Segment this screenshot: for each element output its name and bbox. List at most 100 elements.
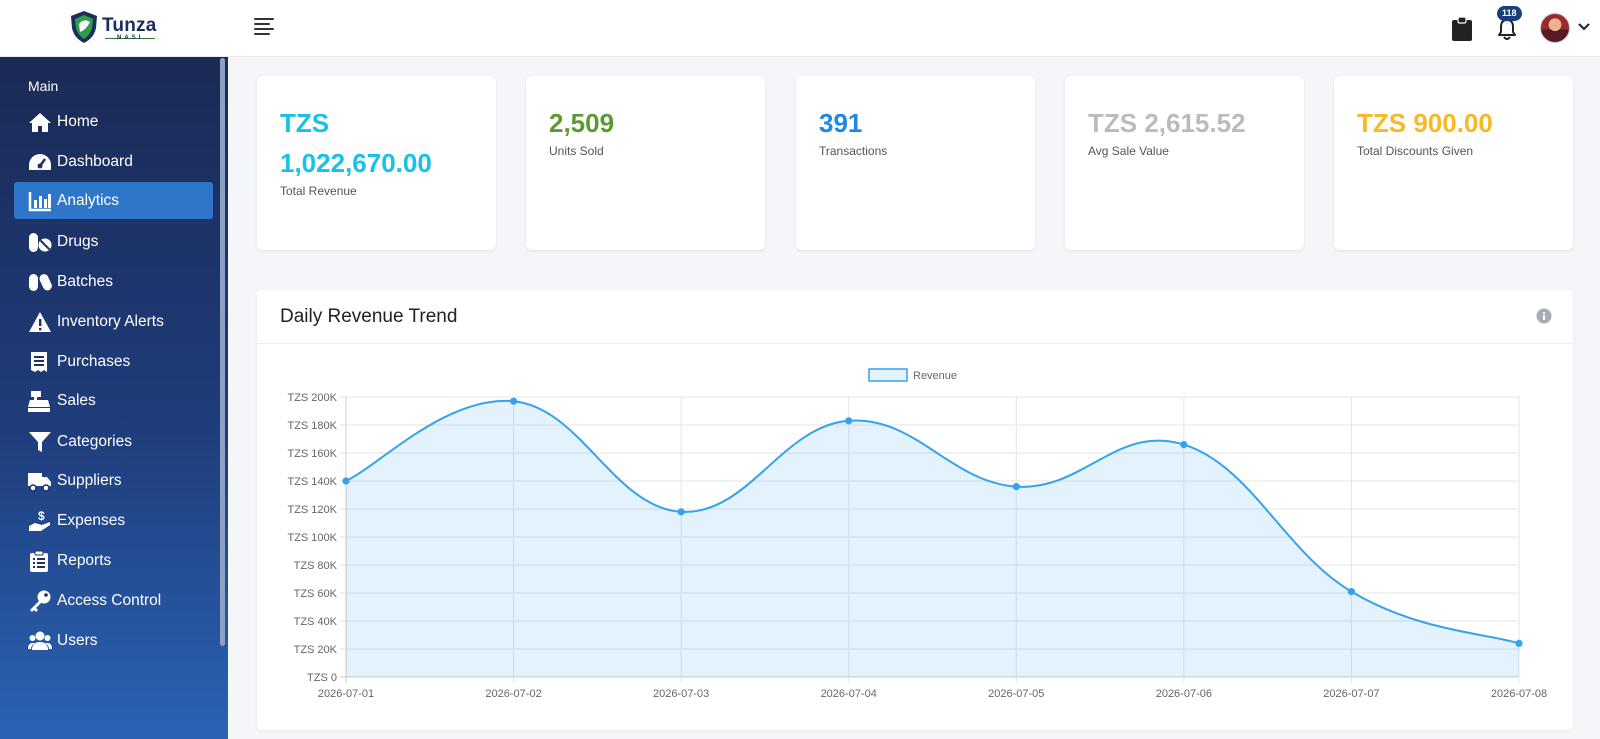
sidebar-item-suppliers[interactable]: Suppliers [14, 462, 213, 499]
stat-card-total-revenue: TZS 1,022,670.00 Total Revenue [257, 76, 496, 250]
sidebar-item-analytics[interactable]: Analytics [14, 182, 213, 219]
stat-caption: Total Revenue [280, 184, 357, 198]
sidebar-item-label: Purchases [57, 353, 131, 370]
user-avatar[interactable] [1540, 13, 1570, 43]
svg-text:$: $ [38, 510, 45, 523]
chart-panel: Daily Revenue Trend [257, 290, 1573, 730]
stat-value: 2,509 [549, 108, 615, 138]
sidebar-item-inventory-alerts[interactable]: Inventory Alerts [14, 303, 213, 340]
legend-swatch-revenue [868, 368, 908, 382]
revenue-data-point [1515, 639, 1523, 647]
y-tick-label: TZS 60K [294, 588, 338, 600]
sidebar [0, 57, 228, 739]
y-tick-label: TZS 180K [287, 420, 337, 432]
sidebar-section-title: Main [28, 78, 59, 94]
sidebar-item-label: Sales [57, 392, 96, 409]
y-tick-label: TZS 140K [287, 476, 337, 488]
sidebar-item-label: Users [57, 632, 98, 649]
warning-icon [29, 312, 51, 332]
sidebar-scrollbar[interactable] [220, 58, 225, 646]
sidebar-item-batches[interactable]: Batches [14, 263, 213, 300]
x-tick-label: 2026-07-02 [485, 688, 541, 700]
logo-subtext: NASI [117, 35, 144, 41]
stat-value: TZS 2,615.52 [1088, 108, 1246, 138]
y-tick-label: TZS 200K [287, 392, 337, 404]
app-logo[interactable]: Tunza NASI [69, 10, 159, 46]
y-tick-label: TZS 160K [287, 448, 337, 460]
stat-card-avg-sale-value: TZS 2,615.52 Avg Sale Value [1065, 76, 1304, 250]
users-icon [28, 631, 52, 650]
x-tick-label: 2026-07-04 [821, 688, 877, 700]
sidebar-item-label: Home [57, 113, 99, 130]
logo-divider [105, 38, 155, 39]
analytics-icon [28, 192, 51, 212]
stat-caption: Transactions [819, 144, 888, 158]
shield-logo-icon [71, 11, 97, 43]
stat-value: 391 [819, 108, 863, 138]
sidebar-item-label: Batches [57, 273, 114, 290]
sidebar-item-drugs[interactable]: Drugs [14, 223, 213, 260]
stat-value: TZS 1,022,670.00 [280, 108, 432, 178]
sidebar-item-label: Categories [57, 433, 132, 450]
revenue-data-point [1012, 483, 1020, 491]
sidebar-item-label: Inventory Alerts [57, 313, 164, 330]
info-icon[interactable] [1536, 308, 1552, 324]
x-tick-label: 2026-07-06 [1156, 688, 1212, 700]
filter-icon [29, 432, 51, 452]
sidebar-item-home[interactable]: Home [14, 103, 213, 140]
sidebar-item-label: Analytics [57, 192, 120, 209]
y-tick-label: TZS 40K [294, 616, 338, 628]
stat-card-transactions: 391 Transactions [796, 76, 1035, 250]
y-tick-label: TZS 20K [294, 644, 338, 656]
sidebar-item-label: Dashboard [57, 153, 133, 170]
legend-label-revenue: Revenue [913, 370, 957, 382]
stat-caption: Units Sold [549, 144, 604, 158]
stat-card-total-discounts: TZS 900.00 Total Discounts Given [1334, 76, 1573, 250]
sidebar-item-dashboard[interactable]: Dashboard [14, 143, 213, 180]
bell-icon[interactable] [1496, 17, 1518, 41]
logo-text: Tunza [102, 15, 157, 36]
hand-dollar-icon: $ [29, 510, 50, 531]
x-tick-label: 2026-07-01 [318, 688, 374, 700]
top-bar: Tunza NASI 118 [0, 0, 1600, 57]
chart-panel-header: Daily Revenue Trend [257, 290, 1573, 344]
y-tick-label: TZS 120K [287, 504, 337, 516]
stat-card-units-sold: 2,509 Units Sold [526, 76, 765, 250]
truck-icon [28, 473, 51, 492]
receipt-icon [31, 352, 47, 372]
key-icon [30, 590, 51, 612]
sidebar-item-categories[interactable]: Categories [14, 423, 213, 460]
sidebar-item-purchases[interactable]: Purchases [14, 343, 213, 380]
revenue-area-fill [346, 400, 1519, 677]
stat-caption: Total Discounts Given [1357, 144, 1474, 158]
chevron-down-icon[interactable] [1578, 22, 1590, 32]
sidebar-item-label: Drugs [57, 233, 99, 250]
stat-value: TZS 900.00 [1357, 108, 1493, 138]
cash-register-icon [28, 391, 50, 412]
sidebar-item-reports[interactable]: Reports [14, 542, 213, 579]
sidebar-item-expenses[interactable]: $ Expenses [14, 502, 213, 539]
sidebar-item-users[interactable]: Users [14, 622, 213, 659]
y-tick-label: TZS 0 [307, 672, 337, 684]
x-tick-label: 2026-07-08 [1491, 688, 1547, 700]
x-tick-label: 2026-07-05 [988, 688, 1044, 700]
y-tick-label: TZS 80K [294, 560, 338, 572]
revenue-data-point [342, 477, 350, 485]
clipboard-icon[interactable] [1451, 16, 1473, 42]
clipboard-list-icon [30, 550, 48, 572]
sidebar-item-label: Suppliers [57, 472, 122, 489]
x-tick-label: 2026-07-07 [1323, 688, 1379, 700]
sidebar-item-access-control[interactable]: Access Control [14, 582, 213, 619]
notification-badge: 118 [1497, 6, 1522, 21]
revenue-data-point [845, 417, 853, 425]
revenue-chart: TZS 0 TZS 20K TZS 40K TZS 60K TZS 80K TZS 100… [287, 368, 1547, 700]
home-icon [29, 113, 51, 132]
sidebar-item-label: Reports [57, 552, 112, 569]
stat-caption: Avg Sale Value [1088, 144, 1169, 158]
menu-toggle-button[interactable] [254, 18, 278, 38]
pills-icon [29, 233, 52, 252]
revenue-line [345, 399, 1520, 645]
sidebar-item-sales[interactable]: Sales [14, 382, 213, 419]
revenue-data-point [1347, 588, 1356, 596]
chart-panel-title: Daily Revenue Trend [280, 306, 458, 327]
